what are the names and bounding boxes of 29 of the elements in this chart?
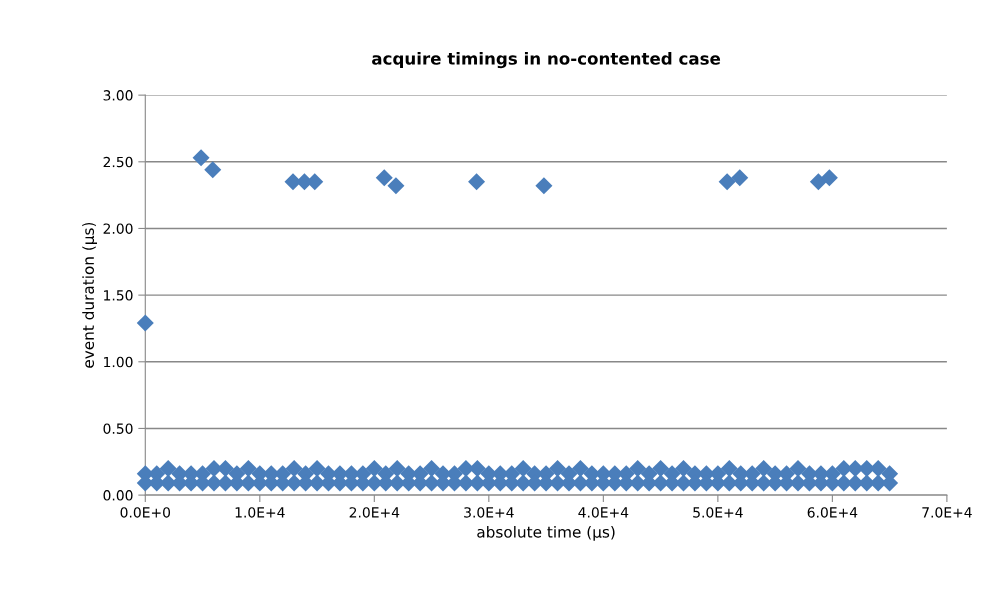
x-tick-label: 6.0E+4: [807, 507, 858, 518]
x-tick-label: 0.0E+0: [120, 507, 171, 518]
point: [731, 169, 749, 187]
point: [136, 314, 154, 332]
x-tick-label: 5.0E+4: [693, 507, 743, 518]
point: [820, 169, 838, 187]
point: [468, 173, 486, 191]
x-tick-label: 4.0E+4: [578, 507, 629, 518]
point: [192, 149, 210, 167]
y-tick-label: 2.50: [103, 156, 133, 168]
x-tick-label: 2.0E+4: [349, 507, 400, 518]
y-tick-label: 1.00: [104, 356, 133, 368]
point: [535, 177, 553, 195]
point: [718, 173, 736, 191]
point: [375, 169, 393, 187]
y-tick-label: 0.00: [103, 490, 133, 501]
x-tick-label: 7.0E+4: [922, 507, 972, 518]
y-tick-label: 1.50: [104, 290, 133, 301]
y-tick-label: 2.00: [103, 223, 133, 234]
x-tick-label: 3.0E+4: [464, 507, 514, 518]
point: [387, 177, 405, 195]
y-axis-title: event duration (µs): [82, 222, 97, 368]
x-tick-label: 1.0E+4: [235, 507, 285, 518]
point: [809, 173, 827, 191]
x-axis-title: absolute time (µs): [477, 525, 615, 541]
point: [204, 161, 222, 179]
chart-title: acquire timings in no-contented case: [372, 51, 721, 69]
y-tick-label: 0.50: [103, 423, 133, 434]
y-tick-label: 3.00: [103, 90, 133, 101]
